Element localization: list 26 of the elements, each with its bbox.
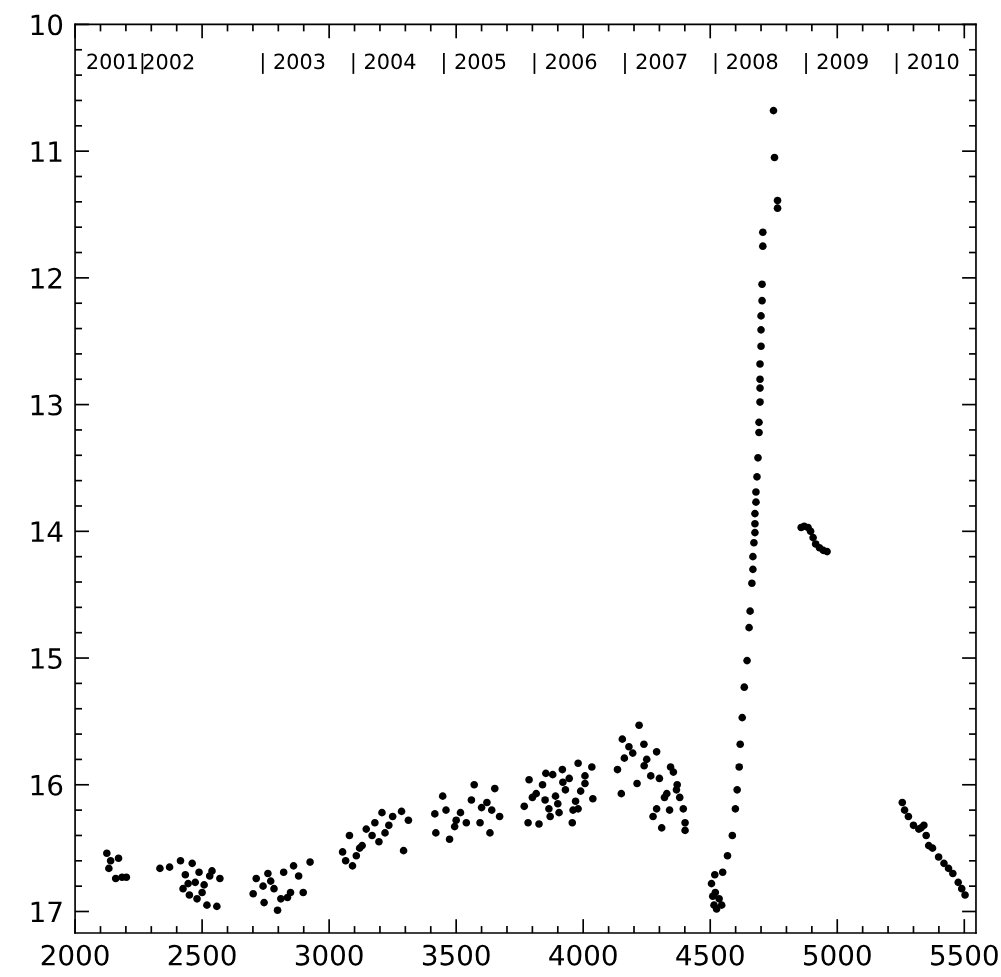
y-tick-label: 10 [31, 14, 63, 36]
annotation: | 2008 [714, 53, 778, 74]
x-tick-label: 2500 [168, 944, 236, 966]
annotation: 2001| [87, 53, 144, 74]
x-tick-label: 2000 [41, 944, 109, 966]
annotation: | 2006 [533, 53, 597, 74]
y-tick-label: 17 [31, 901, 62, 923]
x-tick-label: 5500 [931, 944, 998, 966]
annotation: | 2007 [624, 53, 687, 74]
annotation: | 2005 [443, 53, 506, 74]
x-tick-label: 5000 [804, 944, 871, 966]
y-tick-label: 15 [31, 648, 62, 669]
x-tick-label: 4000 [549, 944, 617, 966]
y-tick-label: 14 [31, 521, 63, 542]
annotation: | 2010 [895, 53, 959, 74]
y-tick-label: 16 [31, 774, 63, 796]
x-tick-label: 3500 [422, 944, 490, 966]
x-tick-label: 4500 [676, 944, 744, 966]
annotation: | 2004 [352, 53, 416, 74]
annotation: 2002 [143, 53, 194, 70]
x-tick-label: 3000 [295, 944, 363, 966]
y-tick-label: 13 [31, 394, 62, 416]
annotation: | 2009 [805, 53, 868, 74]
annotation: | 2003 [261, 53, 325, 74]
y-tick-label: 11 [31, 141, 62, 162]
y-tick-label: 12 [31, 267, 62, 289]
